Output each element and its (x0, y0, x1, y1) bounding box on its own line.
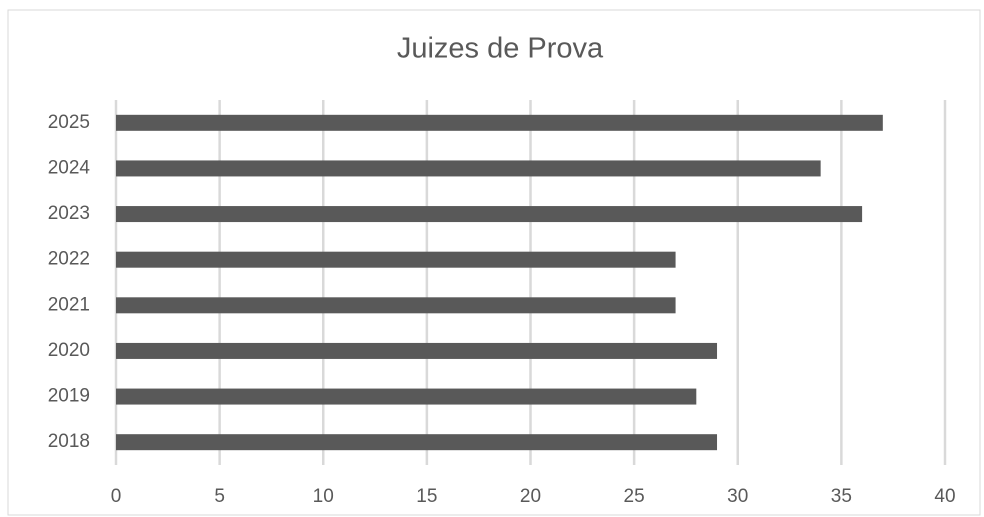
x-tick-label: 20 (520, 486, 541, 507)
x-tick-label: 25 (624, 486, 645, 507)
bar (116, 388, 697, 405)
bar (116, 114, 883, 131)
x-tick-label: 5 (214, 486, 225, 507)
y-tick-label: 2022 (48, 249, 90, 270)
x-tick-label: 40 (934, 486, 955, 507)
y-tick-label: 2020 (48, 340, 90, 361)
y-tick-label: 2019 (48, 386, 90, 407)
bar (116, 434, 718, 451)
x-tick-label: 30 (727, 486, 748, 507)
chart-title: Juizes de Prova (397, 33, 604, 65)
x-tick-label: 15 (416, 486, 437, 507)
y-tick-label: 2023 (48, 203, 90, 224)
x-tick-label: 35 (831, 486, 852, 507)
y-tick-label: 2021 (48, 294, 90, 315)
x-tick-label: 10 (313, 486, 334, 507)
y-tick-label: 2018 (48, 431, 90, 452)
bar (116, 297, 676, 314)
bar (116, 206, 863, 223)
bar (116, 251, 676, 268)
y-tick-label: 2025 (48, 112, 90, 133)
bar (116, 342, 718, 359)
y-tick-label: 2024 (48, 157, 91, 178)
bar (116, 160, 821, 177)
x-tick-label: 0 (111, 486, 122, 507)
